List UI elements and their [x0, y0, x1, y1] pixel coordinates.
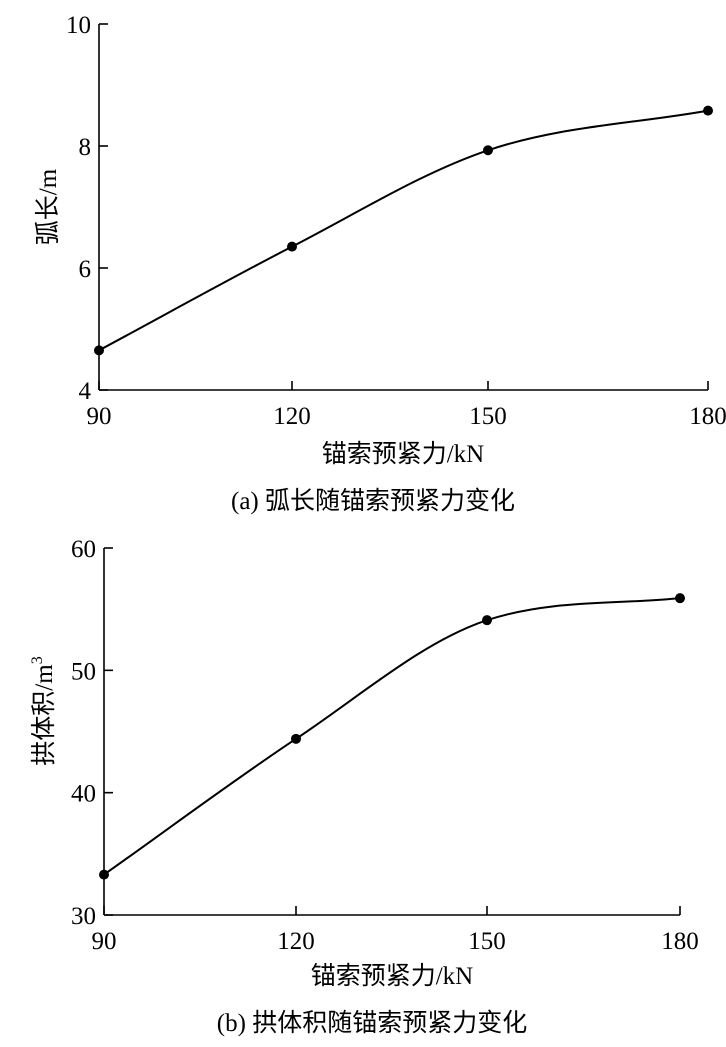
x-tick-label: 150 [469, 403, 507, 430]
data-point [99, 869, 109, 880]
y-tick-label: 4 [79, 378, 92, 405]
x-tick-label: 150 [468, 928, 506, 955]
x-tick-label: 90 [87, 403, 112, 430]
y-axis-title-text: 拱体积/m [30, 664, 58, 766]
data-point [482, 615, 492, 626]
y-ticks: 30 40 50 60 [71, 536, 113, 930]
data-point [483, 145, 493, 156]
y-tick-label: 40 [71, 781, 96, 808]
x-tick-label: 180 [689, 403, 726, 430]
y-axis-title-superscript: 3 [29, 656, 46, 664]
x-tick-label: 120 [273, 403, 311, 430]
x-ticks: 90 120 150 180 [92, 906, 699, 955]
y-axis-title: 拱体积/m3 [29, 656, 58, 765]
data-points [99, 593, 685, 880]
chart-panel-b: 90 120 150 180 30 40 50 60 锚索预紧力/kN 拱体积/m3 (b)… [29, 536, 699, 1037]
x-tick-label: 90 [92, 928, 117, 955]
y-tick-label: 50 [71, 658, 96, 685]
y-tick-label: 60 [71, 536, 96, 563]
series-line [98, 109, 709, 352]
data-point [291, 733, 301, 744]
data-point [703, 105, 713, 116]
y-ticks: 4 6 8 10 [66, 12, 108, 405]
y-tick-label: 8 [79, 134, 92, 161]
series-line [103, 597, 681, 876]
y-tick-label: 10 [66, 12, 91, 39]
chart-panel-a: 90 120 150 180 4 6 8 10 锚索预紧力/kN 弧长/m (a) 弧长随锚… [34, 12, 726, 515]
x-axis-title: 锚索预紧力/kN [311, 962, 474, 990]
x-axis-title: 锚索预紧力/kN [322, 440, 485, 468]
data-point [94, 345, 104, 356]
x-tick-label: 180 [661, 928, 699, 955]
chart-caption: (a) 弧长随锚索预紧力变化 [231, 487, 515, 515]
data-point [675, 593, 685, 604]
y-axis-title: 弧长/m [34, 168, 62, 245]
y-tick-label: 30 [71, 903, 96, 930]
data-points [94, 105, 713, 356]
data-point [287, 241, 297, 252]
chart-caption: (b) 拱体积随锚索预紧力变化 [217, 1009, 527, 1037]
x-tick-label: 120 [277, 928, 315, 955]
x-ticks: 90 120 150 180 [87, 381, 726, 430]
y-tick-label: 6 [79, 256, 92, 283]
